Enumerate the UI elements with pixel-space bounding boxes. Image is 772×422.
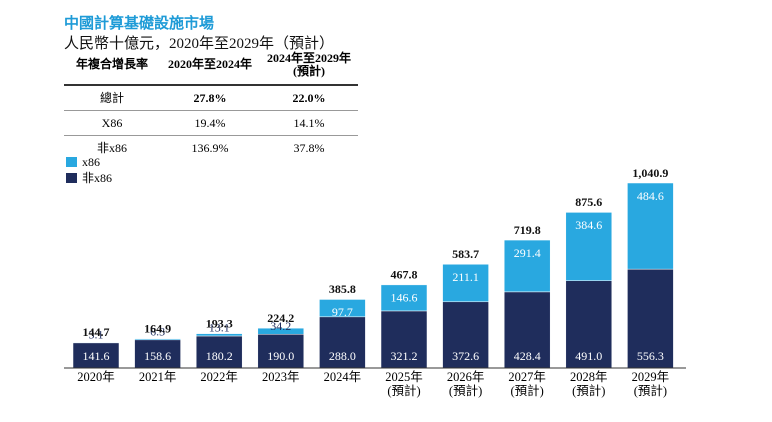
bar-segment — [503, 291, 551, 369]
bar-segment — [442, 264, 489, 303]
table-cell: 27.8% — [193, 91, 227, 105]
total-label: 144.7 — [83, 325, 110, 339]
bar-segment — [565, 280, 613, 369]
table-header: 年複合增長率 — [75, 57, 148, 71]
total-label: 467.8 — [391, 268, 418, 282]
total-label: 193.3 — [206, 316, 233, 330]
total-label: 875.6 — [575, 195, 602, 209]
value-label: 190.0 — [267, 349, 294, 363]
bar-segment — [72, 342, 120, 344]
value-label: 321.2 — [391, 349, 418, 363]
table-cell: 14.1% — [293, 116, 325, 130]
bar-segment — [195, 333, 243, 337]
table-header: 2024年至2029年 (預計) — [266, 51, 351, 78]
x-tick-label: 2029年 (預計) — [631, 370, 670, 398]
table-cell: X86 — [101, 116, 123, 130]
x-tick-label: 2024年 — [323, 370, 362, 384]
bar-segment — [442, 301, 489, 369]
value-label: 288.0 — [329, 349, 356, 363]
bar-segment — [380, 284, 428, 312]
value-label: 180.2 — [206, 349, 233, 363]
value-label: 384.6 — [575, 218, 602, 232]
bar-segment — [380, 310, 428, 369]
table-cell: 非x86 — [96, 141, 127, 155]
value-label: 34.2 — [270, 319, 291, 333]
table-cell: 37.8% — [293, 141, 325, 155]
table-rule — [64, 84, 358, 86]
bar-segment — [257, 327, 305, 335]
total-label: 719.8 — [514, 223, 541, 237]
x-tick-label: 2021年 — [138, 370, 177, 384]
bar-segment — [319, 316, 366, 369]
value-label: 141.6 — [83, 349, 110, 363]
x-tick-label: 2027年 (預計) — [508, 370, 546, 398]
bar-segment — [134, 339, 181, 369]
value-label: 158.6 — [144, 349, 171, 363]
x-tick-label: 2023年 — [262, 370, 300, 384]
x-tick-label: 2026年 (預計) — [446, 370, 485, 398]
legend-swatch — [66, 173, 77, 183]
x-tick-label: 2025年 (預計) — [385, 370, 423, 398]
x-tick-label: 2028年 (預計) — [570, 370, 608, 398]
x-tick-label: 2020年 — [77, 370, 115, 384]
value-label: 491.0 — [575, 349, 602, 363]
bar-segment — [319, 299, 366, 318]
value-label: 3.1 — [89, 328, 104, 342]
bar-segment — [627, 182, 674, 270]
value-label: 372.6 — [452, 349, 479, 363]
chart-subtitle: 人民幣十億元，2020年至2029年（預計） — [64, 36, 335, 52]
value-label: 484.6 — [637, 189, 664, 203]
total-label: 224.2 — [267, 311, 294, 325]
table-rule — [64, 110, 358, 111]
table-cell: 19.4% — [194, 116, 226, 130]
x-tick-label: 2022年 — [200, 370, 238, 384]
value-label: 97.7 — [332, 305, 353, 319]
value-label: 6.3 — [150, 325, 165, 339]
value-label: 428.4 — [514, 349, 541, 363]
total-label: 1,040.9 — [632, 166, 668, 180]
chart-title: 中國計算基礎設施市場 — [64, 16, 215, 32]
value-label: 291.4 — [514, 246, 541, 260]
value-label: 211.1 — [452, 270, 479, 284]
legend-label: x86 — [82, 155, 100, 169]
total-label: 385.8 — [329, 282, 356, 296]
value-label: 556.3 — [637, 349, 664, 363]
value-label: 146.6 — [391, 291, 418, 305]
bar-segment — [195, 335, 243, 369]
bar-segment — [257, 333, 305, 369]
bar-segment — [627, 268, 674, 369]
bar-segment — [503, 239, 551, 293]
table-rule — [64, 135, 358, 136]
legend-swatch — [66, 157, 77, 167]
table-cell: 22.0% — [292, 91, 326, 105]
total-label: 583.7 — [452, 247, 479, 261]
table-cell: 136.9% — [191, 141, 229, 155]
table-cell: 總計 — [99, 91, 124, 105]
bar-segment — [134, 338, 181, 341]
total-label: 164.9 — [144, 321, 171, 335]
value-label: 13.1 — [209, 321, 230, 335]
bar-segment — [565, 212, 613, 281]
legend-label: 非x86 — [82, 171, 112, 185]
table-header: 2020年至2024年 — [167, 57, 252, 71]
